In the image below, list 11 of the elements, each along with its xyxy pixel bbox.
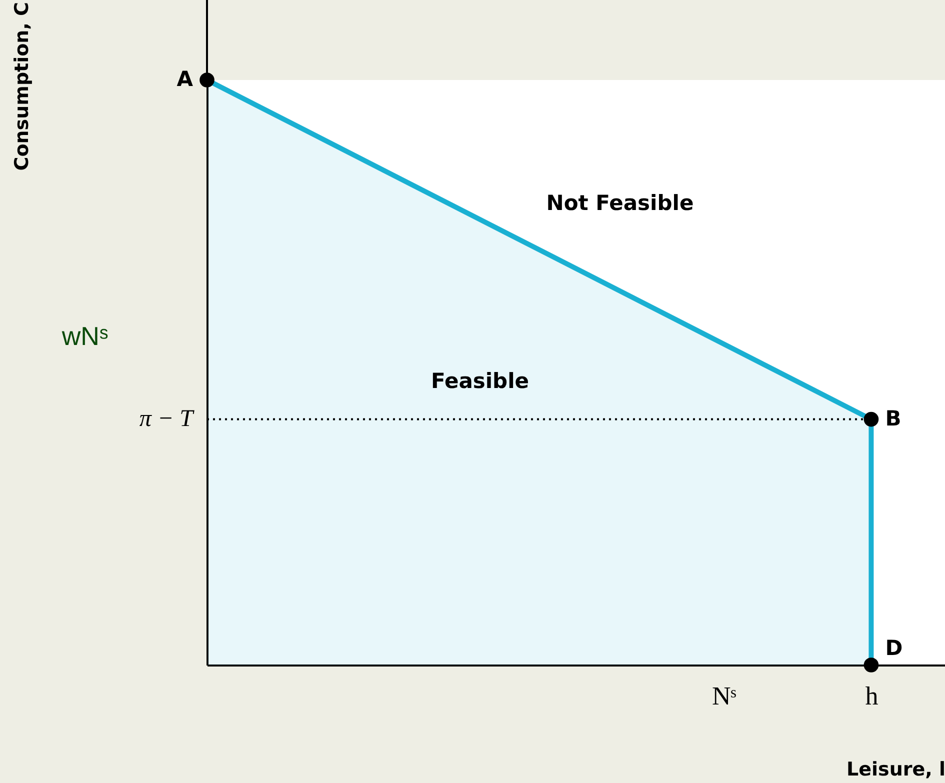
x-axis-title: Leisure, l — [846, 758, 945, 780]
x-tick-label: Nˢ — [712, 682, 737, 710]
annotation: Not Feasible — [546, 191, 694, 215]
annotation: Feasible — [430, 369, 530, 393]
annotation: D — [885, 636, 903, 660]
text: A — [176, 67, 194, 91]
text: π − T — [139, 406, 195, 432]
text: Consumption, C — [11, 2, 33, 171]
annotation: B — [885, 406, 902, 430]
x-tick-label: h — [865, 682, 878, 710]
text: wNˢ — [60, 321, 108, 351]
